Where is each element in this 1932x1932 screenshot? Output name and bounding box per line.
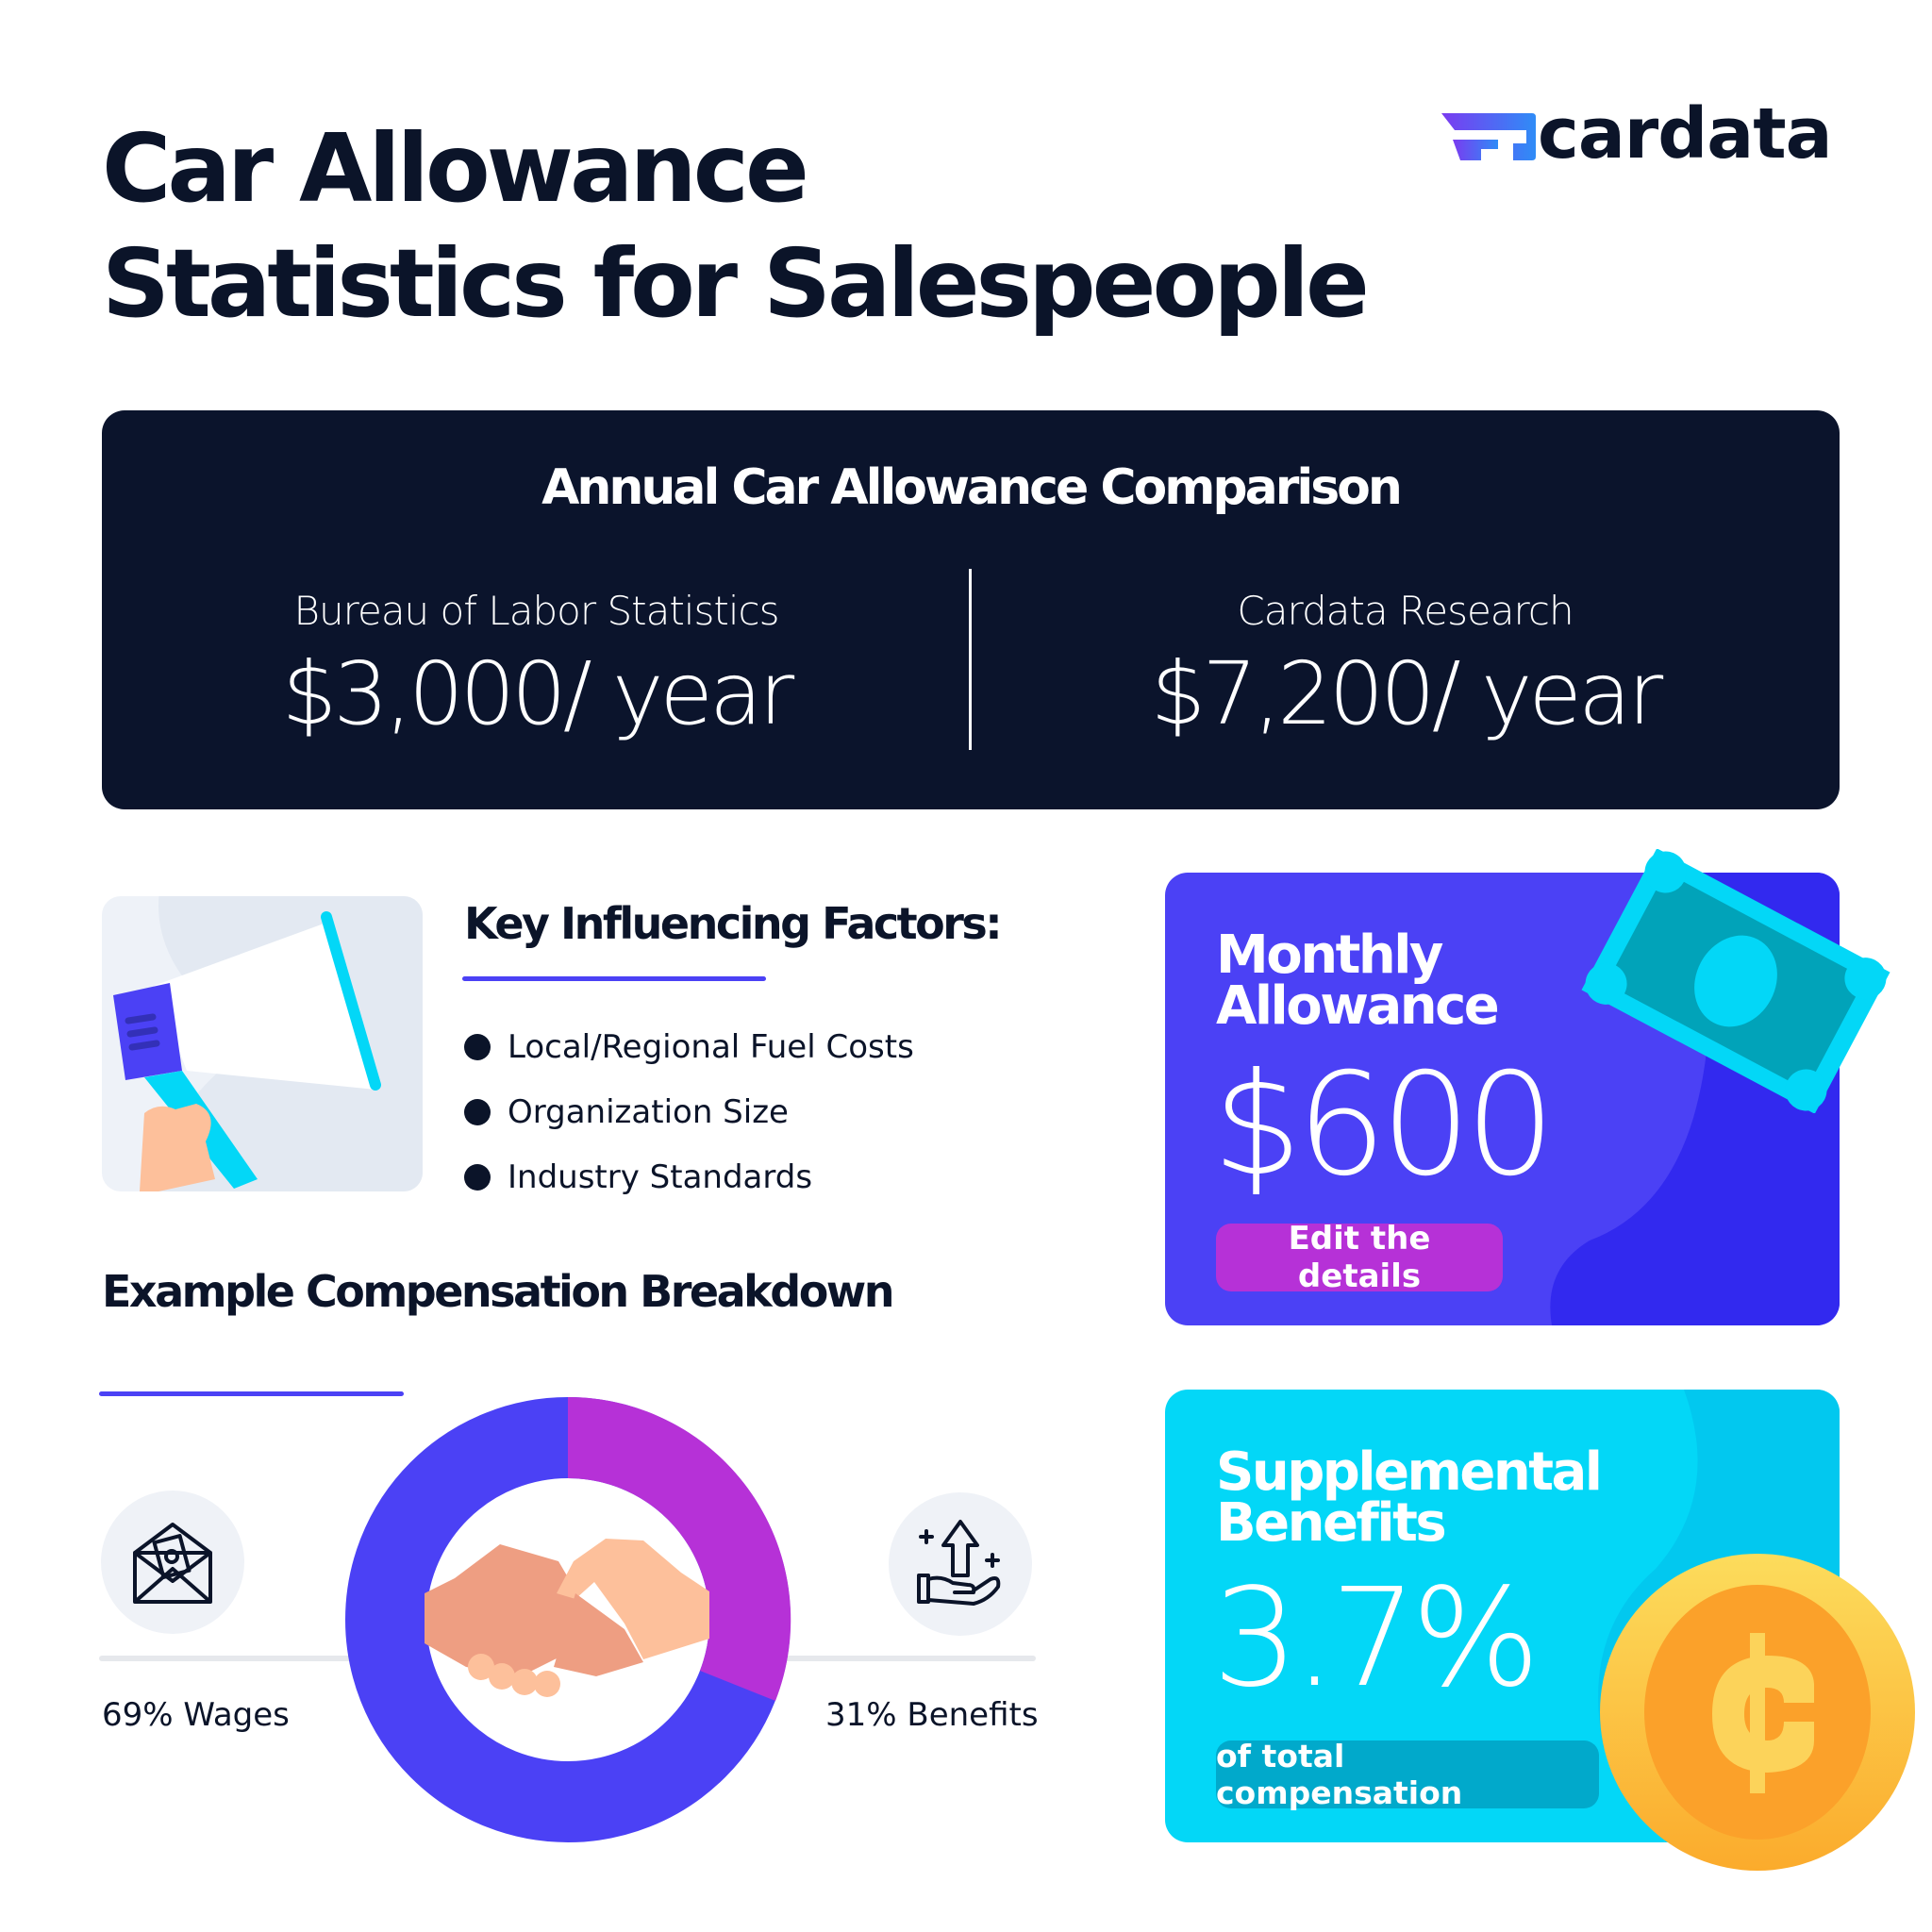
comparison-cardata: Cardata Research $7,200/ year [971,588,1840,741]
bls-source-label: Bureau of Labor Statistics [293,588,780,634]
supplemental-title-line-2: Benefits [1216,1492,1447,1554]
key-factors-list: Local/Regional Fuel Costs Organization S… [464,1014,914,1209]
envelope-money-icon [133,1523,212,1604]
title-line-2: Statistics for Salespeople [102,228,1370,339]
cardata-amount: $7,200/ year [1150,643,1663,744]
factor-label: Local/Regional Fuel Costs [508,1027,914,1066]
logo-wordmark: cardata [1538,93,1833,175]
title-line-1: Car Allowance [102,113,809,224]
edit-details-button[interactable]: Edit the details [1216,1220,1503,1295]
monthly-allowance-card: Monthly Allowance $600 Edit the details [1165,873,1840,1325]
megaphone-illustration [102,896,423,1191]
handshake-icon [425,1539,709,1697]
supplemental-value: 3.7% [1212,1558,1541,1717]
key-factors-underline [462,976,766,981]
bullet-icon [464,1163,491,1191]
list-item: Local/Regional Fuel Costs [464,1014,914,1079]
wages-label: 69% Wages [102,1696,290,1734]
benefits-label: 31% Benefits [825,1696,1039,1734]
hand-arrow-up-icon [917,1520,1001,1606]
cardata-logo-icon [1441,113,1536,160]
compensation-donut-chart [345,1396,791,1842]
wages-icon-badge [101,1491,244,1634]
cardata-logo: cardata [1441,96,1842,172]
left-divider-line [99,1656,354,1661]
benefits-segment [568,1396,791,1701]
right-divider-line [778,1656,1036,1661]
monthly-title-line-2: Allowance [1216,975,1500,1037]
bls-amount: $3,000/ year [281,643,794,744]
megaphone-icon [113,896,423,1191]
cent-coin-icon [1600,1554,1915,1871]
monthly-title-line-1: Monthly [1216,924,1443,986]
comparison-divider [969,569,972,750]
factor-label: Industry Standards [508,1158,813,1196]
compensation-heading: Example Compensation Breakdown [102,1266,895,1317]
annual-comparison-card: Annual Car Allowance Comparison Bureau o… [102,410,1840,809]
bullet-icon [464,1098,491,1125]
supplemental-title-line-1: Supplemental [1216,1441,1603,1503]
factor-label: Organization Size [508,1092,789,1131]
benefits-icon-badge [889,1492,1032,1636]
cardata-source-label: Cardata Research [1237,588,1574,634]
banknote-icon [1581,849,1890,1113]
monthly-amount: $600 [1212,1043,1556,1208]
comparison-bls: Bureau of Labor Statistics $3,000/ year [102,588,971,741]
list-item: Industry Standards [464,1144,914,1209]
compensation-underline [99,1391,404,1396]
bullet-icon [464,1033,491,1060]
list-item: Organization Size [464,1079,914,1144]
comparison-heading: Annual Car Allowance Comparison [541,459,1403,516]
key-factors-heading: Key Influencing Factors: [464,898,1003,949]
supplemental-caption: of total compensation [1216,1738,1599,1811]
page-title: Car Allowance Statistics for Salespeople [102,111,1370,341]
